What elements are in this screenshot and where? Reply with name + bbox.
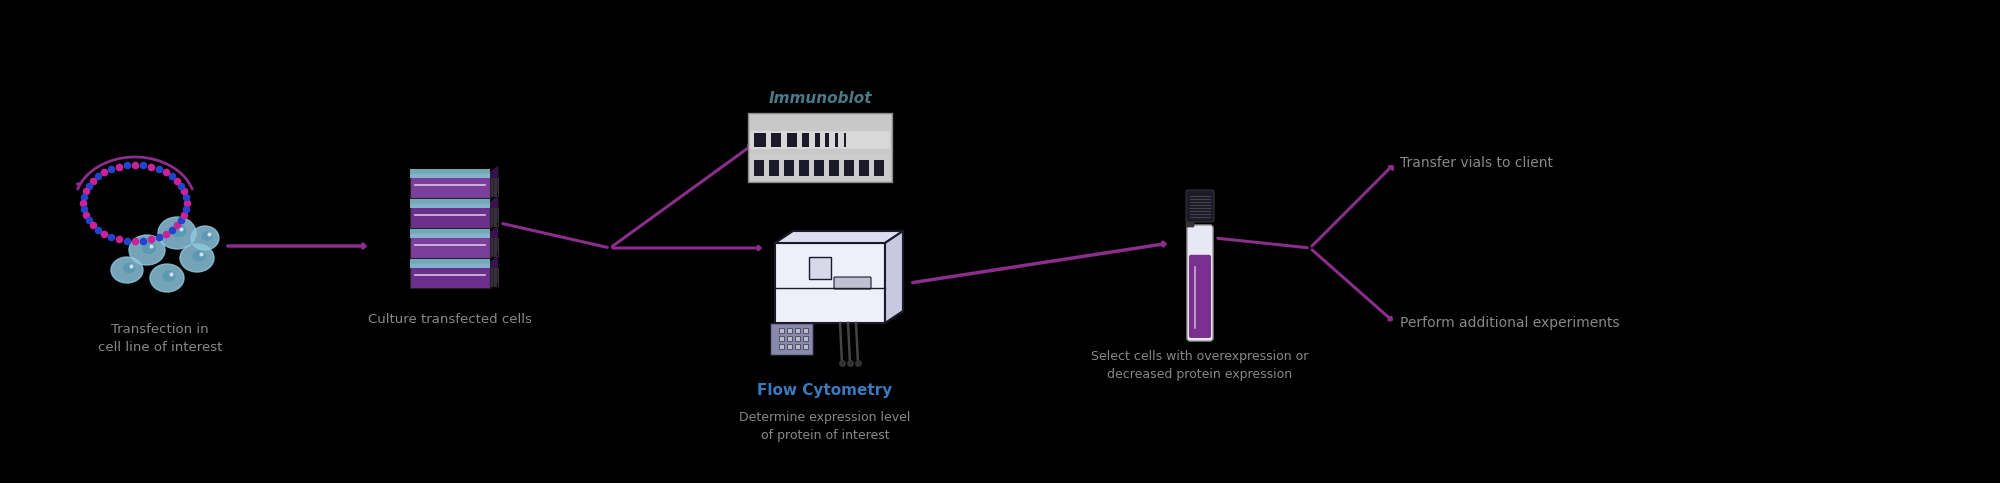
- Polygon shape: [776, 231, 904, 243]
- Ellipse shape: [124, 263, 134, 272]
- FancyBboxPatch shape: [410, 203, 490, 228]
- Bar: [844, 133, 846, 147]
- Bar: [768, 160, 780, 176]
- Ellipse shape: [172, 226, 186, 237]
- Bar: [754, 160, 764, 176]
- Bar: [788, 336, 792, 341]
- FancyBboxPatch shape: [834, 277, 872, 289]
- Ellipse shape: [112, 257, 144, 283]
- Text: Culture transfected cells: Culture transfected cells: [368, 313, 532, 326]
- FancyBboxPatch shape: [1188, 225, 1212, 341]
- Bar: [844, 160, 854, 176]
- Bar: [796, 344, 800, 349]
- Bar: [802, 133, 810, 147]
- Ellipse shape: [190, 226, 218, 250]
- Bar: [804, 328, 808, 333]
- FancyBboxPatch shape: [410, 233, 490, 258]
- Ellipse shape: [158, 217, 196, 249]
- Bar: [750, 131, 890, 149]
- Bar: [788, 328, 792, 333]
- FancyBboxPatch shape: [748, 113, 892, 182]
- FancyBboxPatch shape: [1186, 190, 1214, 222]
- Polygon shape: [490, 166, 498, 198]
- Bar: [784, 160, 794, 176]
- Bar: [788, 344, 792, 349]
- Bar: [860, 160, 870, 176]
- FancyBboxPatch shape: [776, 243, 886, 323]
- Polygon shape: [770, 323, 814, 355]
- Bar: [780, 336, 784, 341]
- Text: Determine expression level
of protein of interest: Determine expression level of protein of…: [740, 411, 910, 442]
- Ellipse shape: [128, 235, 164, 265]
- Text: Flow Cytometry: Flow Cytometry: [758, 383, 892, 398]
- FancyBboxPatch shape: [410, 173, 490, 198]
- Bar: [410, 169, 490, 178]
- Polygon shape: [490, 226, 498, 258]
- FancyBboxPatch shape: [1186, 217, 1194, 227]
- Ellipse shape: [194, 251, 204, 261]
- Bar: [814, 160, 824, 176]
- Text: Transfection in
cell line of interest: Transfection in cell line of interest: [98, 323, 222, 354]
- FancyBboxPatch shape: [1188, 255, 1212, 338]
- Bar: [796, 336, 800, 341]
- Bar: [780, 328, 784, 333]
- Polygon shape: [886, 231, 904, 323]
- Ellipse shape: [142, 243, 156, 253]
- Ellipse shape: [180, 244, 214, 272]
- FancyBboxPatch shape: [410, 263, 490, 288]
- Bar: [410, 259, 490, 268]
- Polygon shape: [490, 196, 498, 228]
- Bar: [796, 328, 800, 333]
- Bar: [780, 344, 784, 349]
- Ellipse shape: [164, 271, 174, 281]
- Bar: [754, 133, 766, 147]
- Bar: [804, 336, 808, 341]
- Bar: [772, 133, 782, 147]
- Bar: [826, 133, 830, 147]
- Text: Immunoblot: Immunoblot: [768, 91, 872, 106]
- Text: Select cells with overexpression or
decreased protein expression: Select cells with overexpression or decr…: [1092, 350, 1308, 381]
- Ellipse shape: [202, 232, 212, 240]
- Bar: [750, 154, 890, 180]
- Text: Transfer vials to client: Transfer vials to client: [1400, 156, 1552, 170]
- Bar: [410, 229, 490, 238]
- Bar: [830, 160, 840, 176]
- FancyBboxPatch shape: [810, 257, 832, 279]
- Bar: [816, 133, 820, 147]
- Text: Perform additional experiments: Perform additional experiments: [1400, 316, 1620, 330]
- Polygon shape: [490, 256, 498, 288]
- Bar: [874, 160, 884, 176]
- Ellipse shape: [150, 264, 184, 292]
- Bar: [836, 133, 838, 147]
- Bar: [410, 199, 490, 208]
- Bar: [786, 133, 796, 147]
- Bar: [800, 160, 808, 176]
- Bar: [804, 344, 808, 349]
